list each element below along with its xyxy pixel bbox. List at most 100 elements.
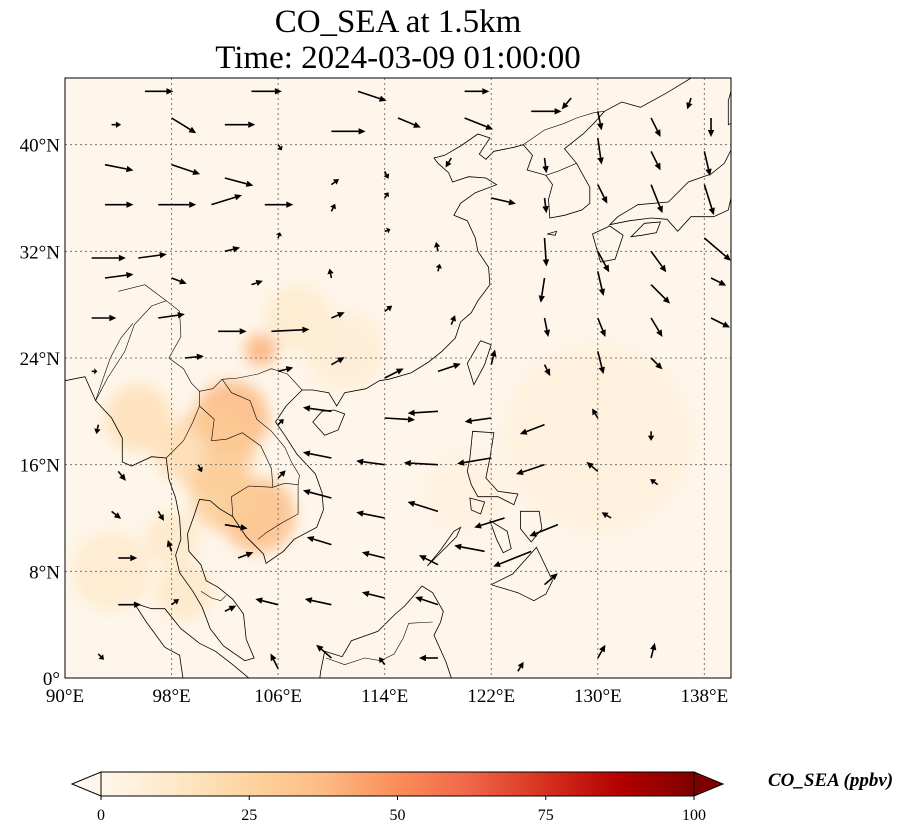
colorbar-tick-label: 75 — [538, 807, 554, 824]
coast-sumatra — [133, 602, 250, 678]
wind-arrow — [91, 314, 117, 322]
wind-arrow — [703, 237, 731, 261]
wind-arrow — [597, 250, 610, 273]
wind-arrow — [435, 263, 442, 272]
border-china-north — [118, 284, 167, 301]
map-frame — [64, 77, 732, 679]
border-malaysia-thailand — [200, 591, 227, 602]
wind-arrow — [111, 510, 122, 519]
wind-arrow — [415, 596, 439, 606]
wind-arrow — [407, 409, 439, 416]
wind-arrow — [264, 201, 294, 208]
co-plume-8 — [304, 311, 385, 392]
wind-arrow — [650, 184, 663, 214]
lon-tick-label: 122°E — [467, 686, 515, 707]
wind-arrow — [597, 111, 604, 131]
wind-arrow — [519, 423, 545, 435]
wind-arrow — [586, 461, 599, 472]
border-korea — [523, 111, 605, 145]
wind-arrow — [597, 184, 608, 204]
wind-arrow — [171, 277, 187, 285]
wind-arrow — [197, 464, 203, 473]
lat-tick-label: 16°N — [20, 456, 61, 477]
wind-arrow — [138, 251, 167, 259]
lat-tick-label: 24°N — [20, 349, 61, 370]
wind-arrow — [171, 598, 180, 606]
wind-arrow — [597, 137, 604, 165]
border-laos-vietnam — [221, 379, 300, 485]
wind-vectors — [91, 88, 731, 672]
wind-arrow — [251, 279, 263, 286]
wind-arrow — [330, 203, 336, 212]
coast-mindanao — [490, 546, 553, 602]
co-concentration-field — [71, 284, 692, 621]
wind-arrow — [277, 470, 286, 479]
wind-arrow — [650, 642, 657, 659]
wind-arrow — [171, 117, 197, 134]
latitude-labels: 0° 8°N 16°N 24°N 32°N 40°N — [20, 136, 61, 690]
wind-arrow — [529, 523, 559, 537]
co-plume-3 — [191, 464, 259, 532]
wind-arrow — [491, 197, 516, 206]
wind-arrow — [597, 271, 606, 297]
colorbar-label: CO_SEA (ppbv) — [768, 770, 894, 791]
wind-arrow — [516, 463, 545, 475]
wind-arrow — [97, 653, 104, 660]
wind-arrow — [542, 157, 549, 174]
wind-arrow — [383, 192, 390, 199]
wind-arrow — [703, 184, 715, 216]
coast-shikoku — [629, 221, 661, 238]
wind-arrow — [117, 470, 126, 481]
wind-arrow — [384, 227, 391, 234]
coast-hainan — [312, 409, 346, 436]
colorbar-tick-label: 100 — [682, 807, 706, 824]
lat-tick-label: 8°N — [29, 562, 60, 583]
wind-arrow — [218, 328, 247, 335]
wind-arrow — [94, 424, 101, 435]
lon-tick-label: 98°E — [152, 686, 190, 707]
wind-arrow — [118, 601, 142, 608]
lon-tick-label: 90°E — [46, 686, 84, 707]
wind-arrow — [144, 88, 174, 95]
coast-mindoro — [469, 497, 486, 515]
wind-arrow — [277, 418, 284, 426]
wind-arrow — [277, 144, 283, 151]
wind-arrow — [251, 88, 282, 95]
wind-arrow — [91, 254, 126, 262]
wind-arrow — [493, 550, 532, 567]
wind-arrow — [418, 654, 438, 662]
wind-arrow — [542, 237, 550, 267]
wind-arrow — [407, 500, 439, 513]
lat-tick-label: 40°N — [20, 136, 61, 157]
wind-arrow — [703, 151, 712, 177]
wind-arrow — [543, 317, 551, 337]
wind-arrow — [403, 459, 439, 467]
wind-arrow — [445, 157, 452, 168]
wind-arrow — [378, 657, 386, 666]
wind-arrow — [271, 326, 310, 333]
wind-arrow — [710, 317, 731, 328]
coast-taiwan — [466, 340, 492, 386]
wind-arrow — [224, 605, 237, 613]
wind-arrow — [302, 405, 332, 413]
wind-arrow — [450, 315, 456, 325]
wind-arrow — [255, 597, 279, 606]
wind-arrow — [306, 536, 332, 546]
co-plume-5 — [104, 384, 172, 452]
wind-arrow — [211, 194, 242, 206]
wind-arrow — [356, 458, 385, 466]
wind-arrow — [384, 416, 416, 423]
lat-tick-label: 0° — [43, 669, 60, 690]
lon-tick-label: 138°E — [681, 686, 729, 707]
wind-arrow — [111, 121, 122, 128]
lon-tick-label: 106°E — [254, 686, 302, 707]
wind-arrow — [357, 90, 387, 102]
graticule — [65, 78, 731, 678]
colorbar-tick-label: 25 — [241, 807, 257, 824]
wind-arrow — [464, 88, 490, 95]
wind-arrow — [104, 271, 134, 279]
wind-arrow — [157, 510, 164, 521]
wind-arrow — [330, 178, 339, 186]
